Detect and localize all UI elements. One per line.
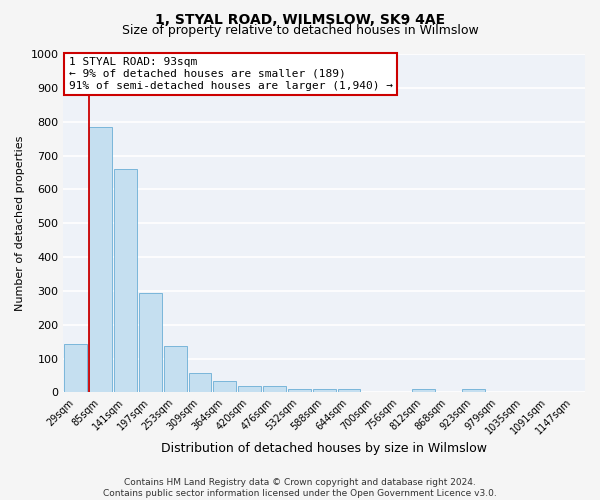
Bar [238, 386, 261, 392]
Bar [412, 389, 435, 392]
Bar [338, 389, 361, 392]
Bar [313, 389, 335, 392]
Text: Contains HM Land Registry data © Crown copyright and database right 2024.
Contai: Contains HM Land Registry data © Crown c… [103, 478, 497, 498]
Text: 1, STYAL ROAD, WILMSLOW, SK9 4AE: 1, STYAL ROAD, WILMSLOW, SK9 4AE [155, 12, 445, 26]
Bar [164, 346, 187, 393]
Y-axis label: Number of detached properties: Number of detached properties [15, 136, 25, 311]
Text: 1 STYAL ROAD: 93sqm
← 9% of detached houses are smaller (189)
91% of semi-detach: 1 STYAL ROAD: 93sqm ← 9% of detached hou… [68, 58, 392, 90]
Bar [288, 389, 311, 392]
Bar [462, 389, 485, 392]
X-axis label: Distribution of detached houses by size in Wilmslow: Distribution of detached houses by size … [161, 442, 487, 455]
Bar [139, 292, 162, 392]
Text: Size of property relative to detached houses in Wilmslow: Size of property relative to detached ho… [122, 24, 478, 37]
Bar [64, 344, 87, 393]
Bar [114, 169, 137, 392]
Bar [214, 382, 236, 392]
Bar [89, 127, 112, 392]
Bar [263, 386, 286, 392]
Bar [188, 373, 211, 392]
